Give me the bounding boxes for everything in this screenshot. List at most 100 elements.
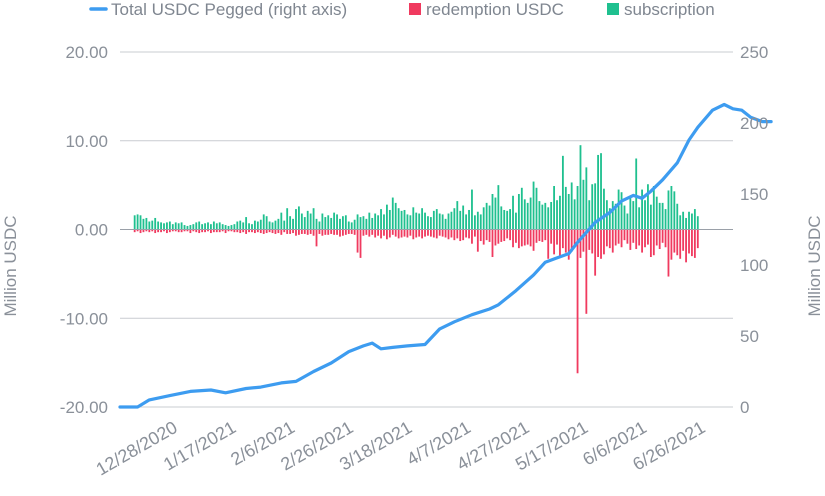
bar-redemption-usdc (277, 229, 280, 234)
bar-redemption-usdc (268, 229, 271, 233)
bar-subscription (561, 155, 564, 230)
bar-subscription (224, 225, 227, 230)
legend-square-icon (409, 3, 421, 15)
bar-subscription (652, 186, 655, 230)
bar-redemption-usdc (691, 229, 693, 257)
bar-subscription (403, 209, 406, 230)
bar-redemption-usdc (567, 229, 570, 260)
bar-redemption-usdc (517, 229, 520, 249)
bar-redemption-usdc (644, 229, 646, 248)
legend-item-subscription[interactable]: subscription (607, 0, 715, 19)
y-axis-left: 20.00 10.00 0.00 -10.00 -20.00 (60, 43, 108, 417)
bar-redemption-usdc (509, 229, 511, 241)
bar-subscription (265, 216, 268, 230)
bar-redemption-usdc (626, 229, 629, 244)
bar-redemption-usdc (397, 229, 400, 239)
bar-subscription (588, 200, 591, 230)
bar-subscription (356, 214, 359, 230)
bar-subscription (553, 186, 555, 230)
bar-subscription (136, 214, 139, 230)
bar-subscription (594, 183, 597, 230)
bar-subscription (298, 206, 300, 230)
bar-redemption-usdc (309, 229, 312, 234)
bar-subscription (286, 208, 289, 230)
bar-subscription (359, 217, 362, 230)
bar-redemption-usdc (447, 229, 450, 240)
bar-redemption-usdc (330, 229, 333, 234)
bar-redemption-usdc (374, 229, 377, 238)
bar-subscription (591, 184, 594, 230)
bar-redemption-usdc (368, 229, 371, 237)
bar-subscription (579, 145, 582, 230)
bar-redemption-usdc (198, 229, 201, 234)
bar-redemption-usdc (163, 229, 165, 232)
bar-redemption-usdc (573, 229, 576, 247)
bar-redemption-usdc (353, 229, 356, 235)
bar-subscription (503, 209, 506, 230)
bar-subscription (641, 189, 643, 230)
y-right-tick-label: 250 (740, 43, 768, 62)
bar-redemption-usdc (485, 229, 488, 241)
bar-redemption-usdc (629, 229, 632, 250)
y-right-tick-label: 0 (740, 398, 749, 417)
legend-item-total[interactable]: Total USDC Pegged (right axis) (89, 0, 347, 19)
bar-redemption-usdc (473, 229, 476, 237)
bar-subscription (468, 209, 470, 230)
bar-redemption-usdc (435, 229, 438, 239)
bar-redemption-usdc (168, 229, 171, 233)
y-right-tick-label: 100 (740, 256, 768, 275)
bar-subscription (330, 217, 333, 230)
bar-subscription (617, 189, 620, 230)
bar-subscription (133, 215, 136, 230)
bar-subscription (693, 209, 696, 230)
bar-redemption-usdc (450, 229, 453, 238)
bar-subscription (212, 221, 215, 230)
bar-subscription (303, 217, 306, 230)
bar-subscription (236, 221, 239, 230)
bar-redemption-usdc (588, 229, 591, 250)
bar-subscription (573, 199, 576, 230)
bar-subscription (567, 194, 570, 230)
bar-redemption-usdc (600, 229, 602, 259)
legend-item-redemption[interactable]: redemption USDC (409, 0, 564, 19)
bar-subscription (204, 223, 206, 230)
bar-redemption-usdc (271, 229, 274, 234)
bar-redemption-usdc (259, 229, 262, 234)
bar-subscription (556, 200, 558, 230)
bar-subscription (450, 211, 453, 230)
bar-redemption-usdc (491, 229, 494, 258)
bar-subscription (336, 214, 338, 230)
bar-subscription (676, 203, 679, 230)
bar-subscription (696, 216, 699, 230)
bar-subscription (655, 196, 658, 230)
bar-redemption-usdc (183, 229, 186, 232)
bar-redemption-usdc (456, 229, 459, 239)
bar-subscription (353, 219, 356, 230)
bar-subscription (485, 202, 488, 230)
bar-subscription (245, 217, 248, 230)
bar-redemption-usdc (180, 229, 183, 233)
bar-redemption-usdc (318, 229, 321, 234)
bar-redemption-usdc (444, 229, 447, 238)
bar-subscription (327, 215, 330, 230)
bar-redemption-usdc (570, 229, 573, 252)
bar-subscription (271, 222, 274, 230)
bar-subscription (321, 213, 324, 230)
bar-redemption-usdc (685, 229, 687, 263)
bar-redemption-usdc (145, 229, 148, 232)
bar-subscription (174, 222, 177, 230)
bar-subscription (259, 219, 262, 230)
bar-subscription (189, 225, 192, 230)
bar-redemption-usdc (679, 229, 682, 259)
bar-redemption-usdc (476, 229, 479, 252)
bar-redemption-usdc (233, 229, 236, 233)
bar-redemption-usdc (204, 229, 206, 233)
bar-subscription (415, 212, 418, 230)
bar-redemption-usdc (623, 229, 626, 241)
bar-subscription (380, 209, 382, 230)
bar-subscription (365, 218, 368, 230)
bar-subscription (397, 208, 400, 230)
y-right-tick-label: 200 (740, 114, 768, 133)
bar-subscription (447, 213, 450, 230)
